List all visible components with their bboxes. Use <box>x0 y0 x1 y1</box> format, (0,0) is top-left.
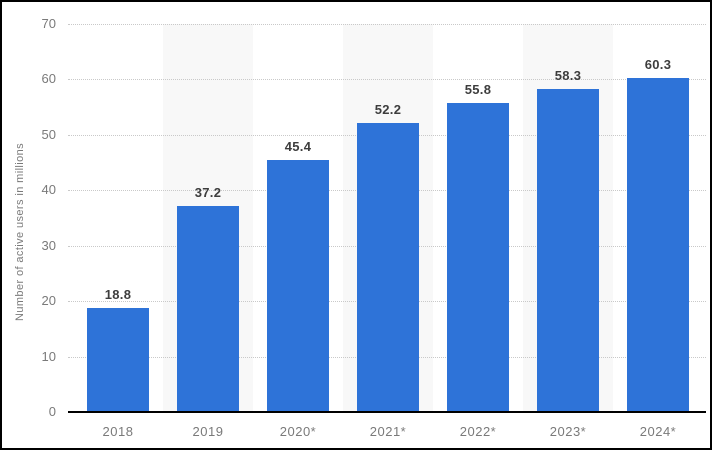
x-axis-label: 2018 <box>102 424 134 439</box>
y-axis-tick-label: 10 <box>41 348 56 364</box>
x-axis-label: 2024* <box>639 424 677 439</box>
y-axis-tick-label: 70 <box>41 16 56 31</box>
bar-value-label: 60.3 <box>644 56 672 72</box>
bar <box>267 160 329 412</box>
bar-value-label: 45.4 <box>284 139 312 155</box>
y-axis-tick-label: 20 <box>41 293 56 309</box>
x-axis-label: 2019 <box>192 424 224 439</box>
gridline <box>68 79 706 81</box>
bar <box>357 122 419 412</box>
y-axis-title: Number of active users in millions <box>14 142 26 322</box>
x-axis-label: 2023* <box>549 424 587 439</box>
bar-value-label: 52.2 <box>374 101 402 117</box>
bar-value-label: 55.8 <box>464 81 492 97</box>
bar <box>87 307 149 412</box>
bar <box>627 77 689 412</box>
bar <box>537 88 599 412</box>
y-axis-tick-label: 40 <box>41 182 56 198</box>
x-axis-label: 2021* <box>369 424 407 439</box>
y-axis-tick-label: 60 <box>41 71 56 87</box>
x-axis-line <box>68 411 706 413</box>
bar <box>177 205 239 412</box>
x-axis-label: 2020* <box>279 424 317 439</box>
gridline <box>68 24 706 25</box>
bar-value-label: 18.8 <box>104 286 132 302</box>
x-axis-label: 2022* <box>459 424 497 439</box>
y-axis-tick-label: 30 <box>41 237 56 253</box>
bar-value-label: 37.2 <box>194 184 222 200</box>
bar-value-label: 58.3 <box>554 67 582 83</box>
bar <box>447 102 509 412</box>
y-axis-tick-label: 50 <box>41 126 56 142</box>
y-axis-tick-label: 0 <box>48 404 56 419</box>
